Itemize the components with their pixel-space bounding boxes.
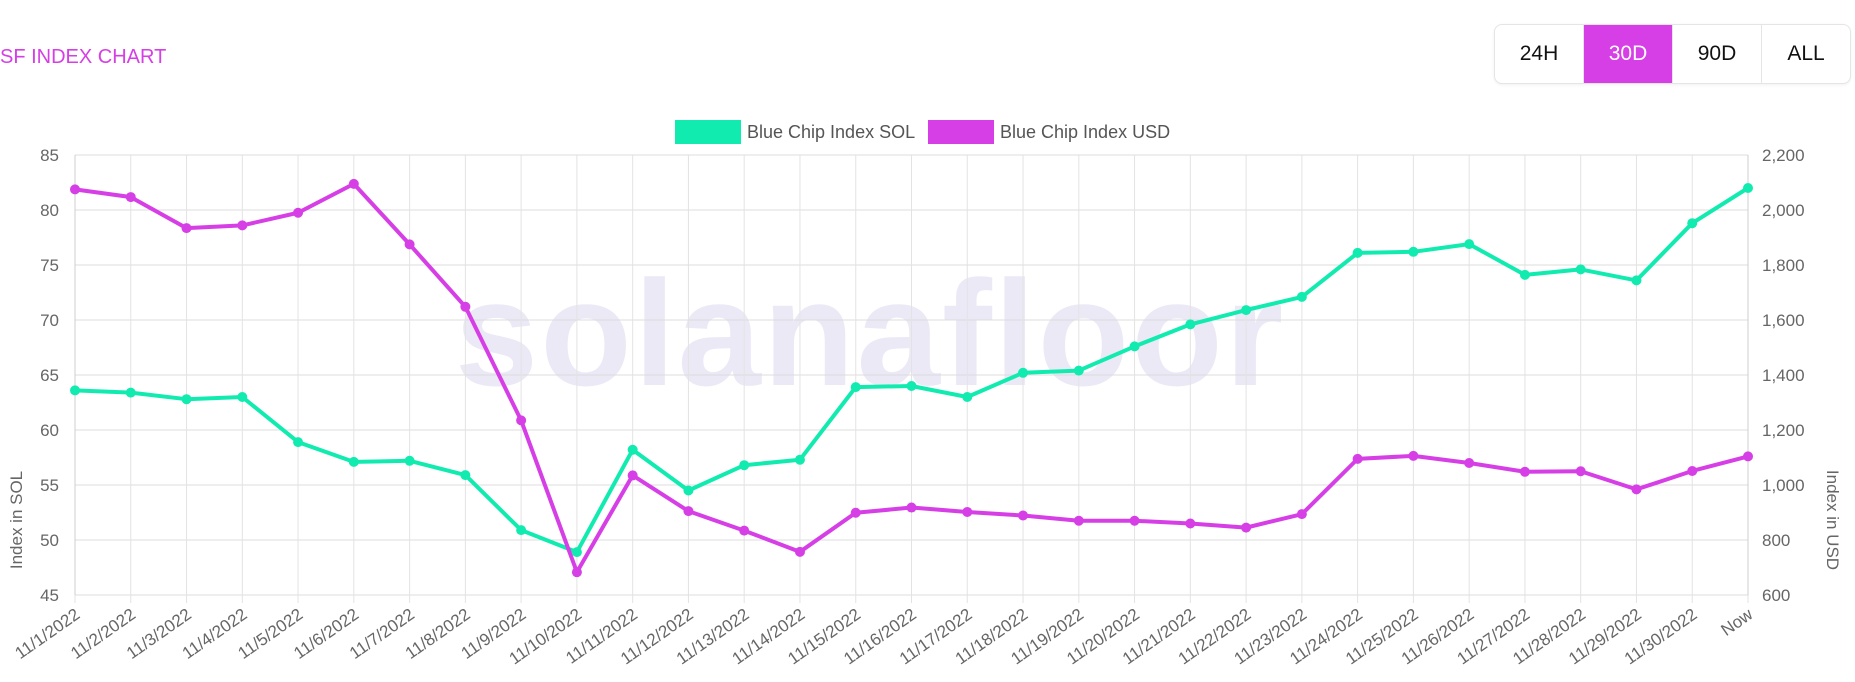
usd-data-point[interactable] [1129, 515, 1140, 526]
range-90d-button[interactable]: 90D [1673, 25, 1762, 83]
range-30d-button[interactable]: 30D [1584, 25, 1673, 83]
usd-data-point[interactable] [1631, 484, 1642, 495]
legend-sol-label[interactable]: Blue Chip Index SOL [747, 122, 915, 142]
usd-data-point[interactable] [1296, 509, 1307, 520]
y-right-tick-label: 2,200 [1762, 146, 1805, 165]
usd-data-point[interactable] [739, 525, 750, 536]
usd-data-point[interactable] [460, 301, 471, 312]
usd-data-point[interactable] [516, 415, 527, 426]
usd-data-point[interactable] [293, 207, 304, 218]
sol-data-point[interactable] [348, 456, 359, 467]
legend-usd-label[interactable]: Blue Chip Index USD [1000, 122, 1170, 142]
sol-data-point[interactable] [1018, 367, 1029, 378]
sol-data-point[interactable] [1631, 275, 1642, 286]
sol-data-point[interactable] [293, 437, 304, 448]
usd-data-point[interactable] [1241, 522, 1252, 533]
range-all-button[interactable]: ALL [1787, 42, 1825, 65]
y-left-tick-label: 70 [40, 311, 59, 330]
range-24h-button[interactable]: 24H [1495, 25, 1584, 83]
y-right-tick-label: 600 [1762, 586, 1790, 605]
sol-data-point[interactable] [404, 455, 415, 466]
sol-data-point[interactable] [1575, 264, 1586, 275]
sol-data-point[interactable] [1687, 218, 1698, 229]
legend-usd-swatch[interactable] [928, 120, 994, 144]
usd-data-point[interactable] [1687, 465, 1698, 476]
sol-data-point[interactable] [1241, 305, 1252, 316]
legend-sol-swatch[interactable] [675, 120, 741, 144]
usd-data-point[interactable] [1519, 466, 1530, 477]
sol-data-point[interactable] [1185, 319, 1196, 330]
sol-data-point[interactable] [962, 392, 973, 402]
sol-data-point[interactable] [237, 392, 248, 402]
y-right-tick-label: 1,400 [1762, 366, 1805, 385]
sol-data-point[interactable] [181, 394, 192, 405]
sol-data-point[interactable] [739, 460, 750, 471]
sol-data-point[interactable] [70, 385, 80, 396]
y-left-axis-title: Index in SOL [7, 471, 26, 569]
usd-data-point[interactable] [1575, 466, 1586, 477]
sol-data-point[interactable] [627, 444, 638, 455]
sol-data-point[interactable] [1408, 246, 1419, 257]
sol-data-point[interactable] [1743, 183, 1753, 193]
sol-data-point[interactable] [906, 381, 917, 391]
usd-data-point[interactable] [627, 470, 638, 481]
usd-data-point[interactable] [850, 507, 861, 518]
usd-data-point[interactable] [571, 567, 582, 578]
y-right-axis-title: Index in USD [1823, 470, 1842, 570]
sol-data-point[interactable] [1352, 247, 1363, 258]
usd-data-point[interactable] [683, 506, 694, 517]
sol-data-point[interactable] [1519, 269, 1530, 280]
sol-data-point[interactable] [460, 470, 471, 481]
y-left-tick-label: 60 [40, 421, 59, 440]
usd-data-point[interactable] [1352, 453, 1363, 464]
usd-data-point[interactable] [906, 502, 917, 513]
usd-data-point[interactable] [1743, 451, 1753, 462]
chart-grid [74, 154, 1749, 603]
sol-data-point[interactable] [683, 485, 694, 496]
y-right-tick-label: 800 [1762, 531, 1790, 550]
usd-data-point[interactable] [962, 506, 973, 517]
y-right-tick-label: 2,000 [1762, 201, 1805, 220]
sol-data-point[interactable] [1296, 291, 1307, 302]
sol-data-point[interactable] [850, 382, 861, 393]
watermark: solanafloor [455, 249, 1285, 417]
usd-data-point[interactable] [1185, 518, 1196, 529]
usd-data-point[interactable] [181, 223, 192, 234]
sol-data-point[interactable] [1073, 365, 1084, 376]
y-right-tick-label: 1,200 [1762, 421, 1805, 440]
usd-data-point[interactable] [1408, 450, 1419, 461]
y-right-tick-label: 1,000 [1762, 476, 1805, 495]
usd-data-point[interactable] [1464, 458, 1475, 468]
chart-title: SF INDEX CHART [0, 46, 167, 68]
sol-data-point[interactable] [1464, 239, 1475, 250]
chart-series [70, 178, 1753, 578]
usd-data-point[interactable] [794, 546, 805, 557]
y-right-tick-label: 1,800 [1762, 256, 1805, 275]
y-left-tick-label: 45 [40, 586, 59, 605]
usd-data-point[interactable] [404, 239, 415, 250]
sol-data-point[interactable] [794, 454, 805, 465]
sol-data-point[interactable] [1129, 341, 1140, 352]
chart-legend: Blue Chip Index SOL Blue Chip Index USD [675, 120, 1170, 144]
x-tick-label: Now [1718, 604, 1757, 639]
y-left-tick-label: 80 [40, 201, 59, 220]
y-left-tick-label: 75 [40, 256, 59, 275]
sol-data-point[interactable] [125, 387, 136, 398]
usd-data-point[interactable] [1018, 510, 1029, 521]
sol-data-point[interactable] [516, 525, 527, 536]
time-range-selector: 24H 30D 90D ALL [1494, 24, 1851, 84]
usd-data-point[interactable] [125, 192, 136, 203]
y-right-tick-label: 1,600 [1762, 311, 1805, 330]
sol-data-point[interactable] [571, 547, 582, 558]
usd-data-point[interactable] [237, 220, 248, 231]
y-left-tick-label: 55 [40, 476, 59, 495]
usd-data-point[interactable] [70, 184, 80, 195]
usd-data-point[interactable] [1073, 515, 1084, 526]
y-left-tick-label: 85 [40, 146, 59, 165]
y-left-tick-label: 50 [40, 531, 59, 550]
y-left-tick-label: 65 [40, 366, 59, 385]
usd-data-point[interactable] [348, 178, 359, 189]
